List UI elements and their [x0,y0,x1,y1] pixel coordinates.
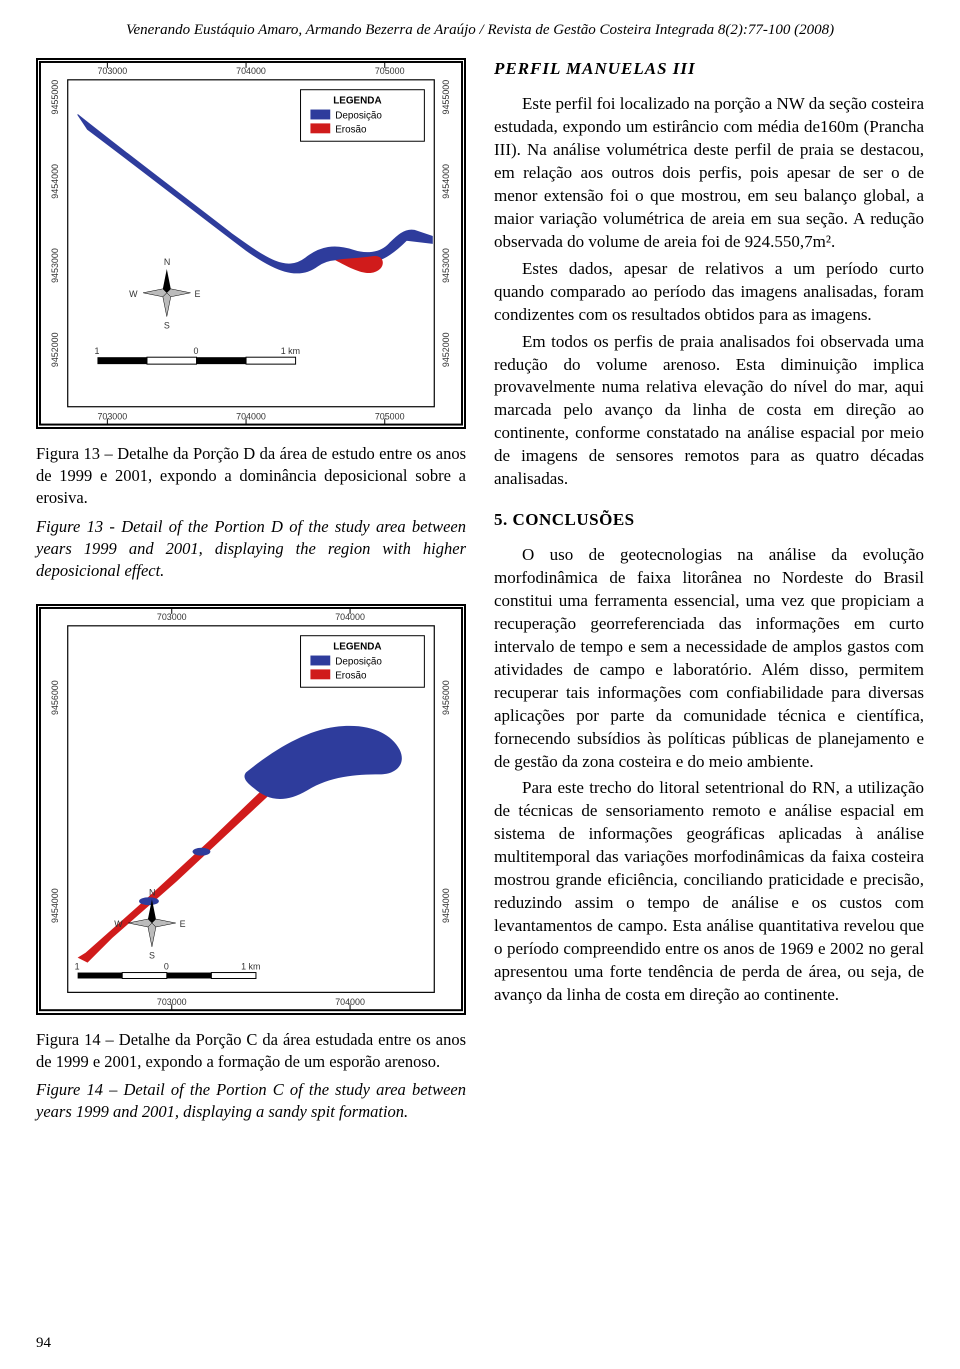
scale-bar-icon: 1 0 1 km [75,962,261,979]
body-paragraph: Para este trecho do litoral setentrional… [494,777,924,1006]
svg-text:Deposição: Deposição [335,657,382,668]
left-column: 703000 704000 705000 703000 704000 70500… [36,58,466,1123]
svg-text:9454000: 9454000 [50,164,60,199]
svg-text:W: W [129,289,138,299]
svg-text:0: 0 [194,346,199,356]
running-header: Venerando Eustáquio Amaro, Armando Bezer… [36,20,924,40]
svg-text:9454000: 9454000 [441,164,451,199]
svg-text:Erosão: Erosão [335,671,367,682]
body-paragraph: Em todos os perfis de praia analisados f… [494,331,924,492]
svg-text:1 km: 1 km [241,962,260,972]
svg-text:E: E [180,919,186,929]
figure-14-caption-en: Figure 14 – Detail of the Portion C of t… [36,1079,466,1124]
compass-rose-icon: N S E W [129,257,200,330]
svg-text:9454000: 9454000 [50,889,60,924]
svg-text:703000: 703000 [97,66,127,76]
svg-text:9453000: 9453000 [50,248,60,283]
svg-text:0: 0 [164,962,169,972]
svg-text:1 km: 1 km [281,346,300,356]
svg-text:705000: 705000 [375,66,405,76]
svg-text:1: 1 [75,962,80,972]
svg-text:704000: 704000 [236,66,266,76]
perfil-heading: PERFIL MANUELAS III [494,58,924,81]
figure-13-caption-en: Figure 13 - Detail of the Portion D of t… [36,516,466,583]
svg-text:9455000: 9455000 [50,80,60,115]
svg-text:LEGENDA: LEGENDA [333,642,381,653]
figure-14-caption-pt: Figura 14 – Detalhe da Porção C da área … [36,1029,466,1074]
svg-text:Erosão: Erosão [335,125,367,136]
svg-text:Deposição: Deposição [335,111,382,122]
svg-text:9456000: 9456000 [441,681,451,716]
svg-text:9454000: 9454000 [441,889,451,924]
svg-text:N: N [164,257,170,267]
figure-14-map: 703000 704000 703000 704000 9454000 9456… [36,604,466,1014]
svg-text:9452000: 9452000 [441,333,451,368]
page-number: 94 [36,1333,51,1353]
right-column: PERFIL MANUELAS III Este perfil foi loca… [494,58,924,1123]
svg-text:704000: 704000 [236,412,266,422]
svg-text:N: N [149,888,155,898]
svg-text:W: W [114,919,123,929]
svg-text:LEGENDA: LEGENDA [333,96,381,107]
svg-text:705000: 705000 [375,412,405,422]
svg-text:E: E [195,289,201,299]
svg-text:S: S [149,951,155,961]
figure-13-map: 703000 704000 705000 703000 704000 70500… [36,58,466,429]
svg-text:9455000: 9455000 [441,80,451,115]
svg-text:1: 1 [94,346,99,356]
svg-text:9453000: 9453000 [441,248,451,283]
body-paragraph: O uso de geotecnologias na análise da ev… [494,544,924,773]
svg-text:9452000: 9452000 [50,333,60,368]
body-paragraph: Estes dados, apesar de relativos a um pe… [494,258,924,327]
scale-bar-icon: 1 0 1 km [94,346,300,364]
svg-text:S: S [164,321,170,331]
svg-text:703000: 703000 [97,412,127,422]
body-paragraph: Este perfil foi localizado na porção a N… [494,93,924,254]
svg-text:9456000: 9456000 [50,681,60,716]
figure-13-caption-pt: Figura 13 – Detalhe da Porção D da área … [36,443,466,510]
conclusions-heading: 5. CONCLUSÕES [494,509,924,532]
